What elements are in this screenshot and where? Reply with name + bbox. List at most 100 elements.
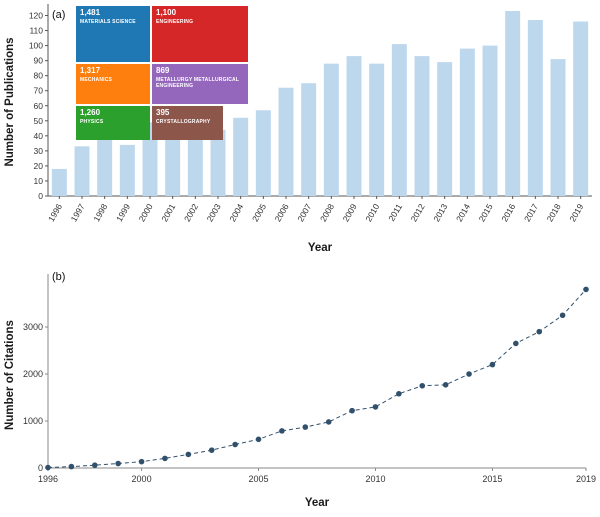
- bar: [233, 117, 249, 196]
- y-tick-label: 30: [34, 146, 44, 156]
- treemap-value: 1,317: [80, 66, 101, 75]
- bar: [323, 63, 339, 197]
- y-tick-label: 1000: [23, 416, 43, 426]
- data-point-marker: [302, 424, 309, 430]
- citations-y-axis-label: Number of Citations: [4, 320, 16, 430]
- x-tick-label: 2017: [522, 202, 540, 224]
- x-tick-label: 2001: [159, 202, 177, 224]
- y-tick-label: 60: [34, 101, 44, 111]
- x-tick-label: 2008: [318, 202, 336, 224]
- x-tick-label: 1996: [38, 474, 58, 484]
- data-point-marker: [583, 286, 589, 293]
- bar: [301, 83, 317, 196]
- treemap-label: MATERIALS SCIENCE: [80, 18, 136, 25]
- y-tick-label: 40: [34, 131, 44, 141]
- bar: [74, 146, 90, 196]
- x-tick-label: 2005: [249, 474, 269, 484]
- x-tick-label: 2019: [576, 474, 596, 484]
- y-tick-label: 80: [34, 71, 44, 81]
- data-point-marker: [68, 463, 75, 470]
- x-tick-label: 2019: [567, 202, 585, 224]
- data-point-marker: [138, 458, 145, 465]
- x-tick-label: 2012: [409, 202, 427, 224]
- data-point-marker: [372, 404, 379, 410]
- bar: [459, 48, 475, 196]
- bar: [414, 56, 430, 197]
- x-tick-label: 2018: [545, 202, 563, 224]
- treemap-cell-crystallography: 395 CRYSTALLOGRAPHY: [152, 106, 224, 140]
- data-point-marker: [255, 436, 262, 443]
- x-tick-label: 2007: [295, 202, 313, 224]
- x-tick-label: 2010: [365, 474, 385, 484]
- data-point-marker: [489, 361, 496, 368]
- citations-line-chart: (b) Number of Citations Year 0 1000 2000 30…: [4, 271, 596, 509]
- treemap-cell-materials-science: 1,481 MATERIALS SCIENCE: [76, 6, 150, 62]
- data-point-marker: [513, 340, 519, 347]
- bar: [346, 56, 362, 197]
- data-point-marker: [91, 462, 98, 468]
- y-tick-label: 2000: [23, 369, 43, 379]
- subject-category-treemap: 1,481 MATERIALS SCIENCE 1,100 ENGINEERIN…: [76, 6, 248, 140]
- data-point-marker: [232, 441, 238, 448]
- treemap-value: 1,260: [80, 108, 101, 117]
- x-tick-label: 1996: [46, 202, 64, 224]
- data-point-marker: [45, 464, 51, 471]
- publications-bar-chart: (a) Number of Publications Year 0 10 20 30 4…: [4, 4, 592, 254]
- bar: [142, 122, 158, 196]
- y-tick-label: 110: [29, 26, 43, 36]
- y-tick-label: 0: [38, 463, 43, 473]
- treemap-value: 869: [156, 66, 170, 75]
- bar: [527, 20, 543, 197]
- data-point-marker: [325, 419, 332, 425]
- data-point-marker: [185, 451, 192, 458]
- publications-y-axis-label: Number of Publications: [4, 37, 16, 166]
- x-tick-label: 2015: [477, 202, 495, 224]
- bar: [97, 135, 113, 196]
- y-tick-label: 10: [34, 176, 44, 186]
- treemap-cell-mechanics: 1,317 MECHANICS: [76, 64, 150, 104]
- x-tick-label: 2015: [482, 474, 502, 484]
- x-tick-label: 2000: [137, 202, 155, 224]
- x-tick-label: 1997: [69, 202, 87, 224]
- x-tick-label: 2004: [227, 202, 245, 224]
- x-tick-label: 2011: [386, 202, 404, 223]
- bar: [505, 11, 521, 197]
- x-tick-label: 2002: [182, 202, 200, 224]
- bar: [482, 45, 498, 196]
- x-tick-label: 2003: [205, 202, 223, 224]
- x-tick-label: 2005: [250, 202, 268, 224]
- y-tick-label: 100: [29, 41, 43, 51]
- treemap-cell-physics: 1,260 PHYSICS: [76, 106, 150, 140]
- bar: [51, 168, 67, 196]
- y-tick-label: 20: [34, 161, 44, 171]
- x-tick-label: 2009: [341, 202, 359, 224]
- bar: [187, 131, 203, 196]
- data-point-marker: [279, 428, 285, 434]
- y-tick-label: 90: [34, 56, 44, 66]
- bar: [255, 110, 271, 196]
- treemap-label: ENGINEERING: [156, 18, 194, 25]
- treemap-cell-engineering: 1,100 ENGINEERING: [152, 6, 248, 62]
- x-tick-label: 2016: [499, 202, 517, 224]
- treemap-value: 395: [156, 108, 170, 117]
- treemap-label: PHYSICS: [80, 118, 104, 125]
- data-point-marker: [442, 382, 449, 388]
- data-point-marker: [466, 371, 472, 377]
- treemap-value: 1,481: [80, 8, 101, 17]
- line-plot-area: 0 1000 2000 3000 1996 2000 2005 2010 2015 2019: [23, 274, 596, 484]
- treemap-label: METALLURGY METALLURGICAL ENGINEERING: [156, 76, 240, 89]
- bar: [550, 59, 566, 196]
- publications-x-axis-label: Year: [308, 242, 333, 254]
- treemap-label: CRYSTALLOGRAPHY: [156, 118, 211, 125]
- bar: [278, 87, 294, 196]
- x-tick-label: 2000: [132, 474, 152, 484]
- panel-b-label: (b): [52, 271, 65, 283]
- x-tick-label: 1998: [91, 202, 109, 224]
- x-tick-label: 2014: [454, 202, 472, 224]
- y-tick-label: 3000: [23, 322, 43, 332]
- data-point-marker: [349, 407, 355, 414]
- x-tick-label: 2010: [363, 202, 381, 224]
- data-point-marker: [115, 460, 121, 467]
- data-point-marker: [208, 447, 215, 453]
- bar: [165, 126, 181, 196]
